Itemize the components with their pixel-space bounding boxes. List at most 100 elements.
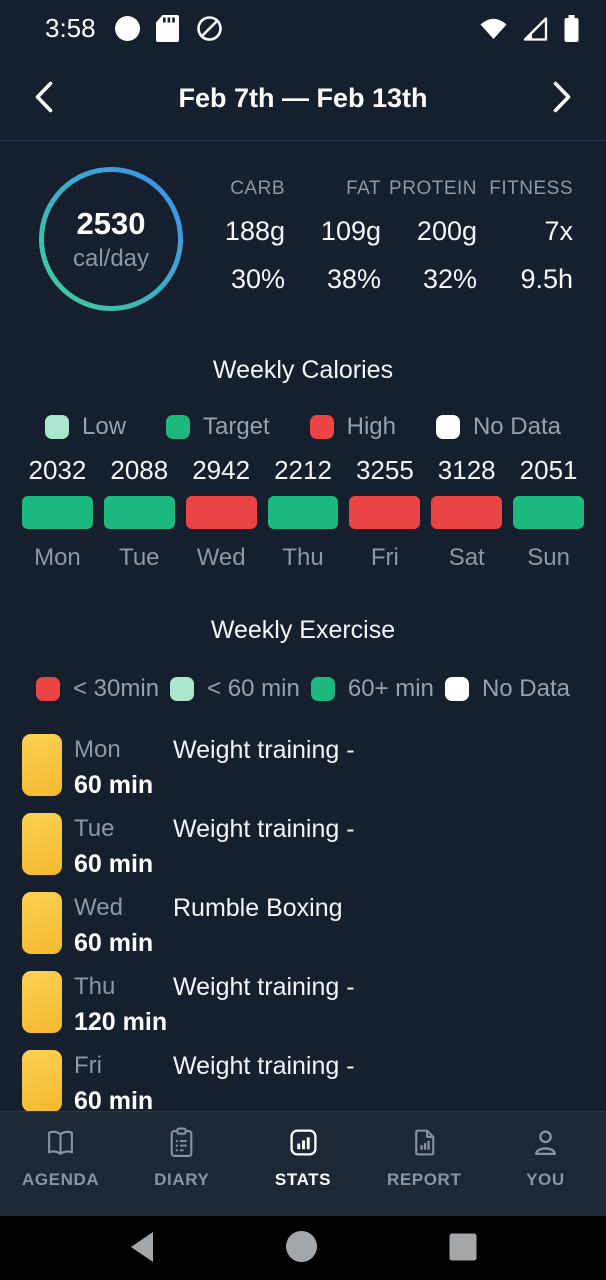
macro-label: PROTEIN — [389, 177, 477, 199]
day-label: Sat — [448, 544, 485, 571]
day-column-thu: 2212 Thu — [267, 455, 339, 572]
exercise-activity: Weight training - — [173, 1052, 355, 1080]
day-label: Fri — [370, 544, 399, 571]
status-bar-right — [479, 14, 580, 43]
day-column-sat: 3128 Sat — [431, 455, 503, 572]
under-60-swatch — [170, 677, 195, 701]
tab-agenda[interactable]: AGENDA — [0, 1112, 121, 1216]
calorie-bar — [103, 496, 175, 529]
week-range-title: Feb 7th — Feb 13th — [178, 82, 428, 113]
exercise-activity: Weight training - — [173, 973, 355, 1001]
macro-summary-grid: CARB 188g 30% FAT 109g 38% PROTEIN 200g … — [189, 178, 573, 295]
recents-square-icon — [448, 1232, 478, 1265]
legend-item-no-data: No Data — [444, 675, 570, 703]
report-document-icon — [409, 1127, 440, 1161]
60-plus-swatch — [310, 677, 335, 701]
sd-card-icon — [155, 14, 180, 43]
exercise-row-thu[interactable]: Thu 120 min Weight training - — [0, 970, 606, 1049]
exercise-duration-bar — [22, 1050, 62, 1112]
macro-amount: 188g — [224, 215, 285, 246]
tab-stats[interactable]: STATS — [242, 1112, 363, 1216]
under-30-swatch — [36, 677, 60, 701]
macro-amount: 109g — [320, 215, 381, 246]
cellular-signal-icon — [522, 15, 549, 42]
day-column-sun: 2051 Sun — [513, 455, 585, 572]
diary-clipboard-icon — [166, 1127, 197, 1161]
exercise-day: Mon — [74, 736, 121, 763]
status-bar-left: 3:58 — [45, 13, 225, 44]
calorie-bar — [22, 496, 93, 529]
android-back-button[interactable] — [128, 1230, 155, 1267]
android-recents-button[interactable] — [448, 1232, 478, 1265]
stats-content: 2530 cal/day CARB 188g 30% FAT 109g 38% … — [0, 141, 606, 1112]
calorie-bar — [431, 496, 503, 529]
macro-label: CARB — [230, 177, 285, 199]
macro-column-protein: PROTEIN 200g 32% — [381, 178, 477, 295]
calorie-bar — [349, 496, 421, 529]
day-column-mon: 2032 Mon — [22, 455, 93, 572]
chevron-left-icon — [33, 80, 55, 117]
exercise-day: Fri — [74, 1052, 102, 1079]
back-triangle-icon — [128, 1230, 155, 1267]
legend-item-60-plus: 60+ min — [310, 675, 434, 703]
weekly-calories-title: Weekly Calories — [212, 356, 394, 384]
clock-time: 3:58 — [45, 12, 96, 43]
day-column-tue: 2088 Tue — [103, 455, 175, 572]
calories-legend: Low Target High No Data — [0, 413, 606, 441]
exercise-activity: Weight training - — [173, 736, 355, 764]
weekly-exercise-title: Weekly Exercise — [210, 616, 396, 644]
previous-week-button[interactable] — [22, 76, 66, 120]
data-saver-icon — [194, 13, 225, 44]
weekly-calories-chart: 2032 Mon 2088 Tue 2942 Wed 2212 Thu 3255 — [0, 455, 606, 572]
legend-item-target: Target — [165, 413, 270, 441]
exercise-duration: 60 min — [74, 771, 154, 799]
next-week-button[interactable] — [540, 76, 584, 120]
tab-report[interactable]: REPORT — [364, 1112, 485, 1216]
exercise-row-fri[interactable]: Fri 60 min Weight training - — [0, 1049, 606, 1112]
calorie-ring-circle — [39, 167, 183, 311]
exercise-duration: 60 min — [74, 929, 154, 957]
exercise-day: Thu — [74, 973, 116, 1000]
exercise-duration: 60 min — [74, 850, 154, 878]
stats-chart-icon — [288, 1127, 319, 1161]
day-label: Sun — [527, 544, 570, 571]
android-navigation-bar — [0, 1216, 606, 1280]
header-divider — [0, 140, 606, 141]
legend-item-no-data: No Data — [435, 413, 561, 441]
exercise-duration: 120 min — [74, 1008, 168, 1036]
exercise-day: Tue — [74, 815, 115, 842]
legend-item-under-60: < 60 min — [170, 675, 300, 703]
low-swatch — [45, 415, 69, 439]
exercise-list: Mon 60 min Weight training - Tue 60 min … — [0, 733, 606, 1112]
tab-diary[interactable]: DIARY — [121, 1112, 242, 1216]
target-swatch — [165, 415, 190, 439]
exercise-row-mon[interactable]: Mon 60 min Weight training - — [0, 733, 606, 812]
weekly-summary: 2530 cal/day CARB 188g 30% FAT 109g 38% … — [0, 141, 606, 331]
exercise-row-wed[interactable]: Wed 60 min Rumble Boxing — [0, 891, 606, 970]
macro-column-fat: FAT 109g 38% — [285, 178, 381, 295]
tab-you[interactable]: YOU — [485, 1112, 606, 1216]
high-swatch — [309, 415, 334, 439]
home-circle-icon — [285, 1230, 318, 1266]
day-label: Wed — [196, 544, 246, 571]
calorie-value: 2051 — [519, 455, 578, 485]
no-data-swatch — [444, 677, 469, 701]
legend-item-low: Low — [45, 413, 126, 441]
wifi-icon — [479, 17, 508, 40]
exercise-day: Wed — [74, 894, 123, 921]
no-data-swatch — [435, 415, 460, 439]
macro-label: FITNESS — [489, 177, 573, 199]
macro-percent: 9.5h — [520, 263, 573, 294]
exercise-duration-bar — [22, 734, 62, 796]
calories-per-day-value: 2530 — [76, 205, 146, 241]
bottom-tab-bar: AGENDA DIARY — [0, 1111, 606, 1216]
macro-percent: 32% — [422, 263, 477, 294]
exercise-row-tue[interactable]: Tue 60 min Weight training - — [0, 812, 606, 891]
exercise-duration-bar — [22, 971, 62, 1033]
exercise-legend: < 30min < 60 min 60+ min No Data — [0, 675, 606, 703]
calorie-bar — [513, 496, 585, 529]
calories-per-day-unit: cal/day — [72, 244, 150, 272]
android-home-button[interactable] — [285, 1230, 318, 1266]
calorie-value: 2032 — [28, 455, 87, 485]
